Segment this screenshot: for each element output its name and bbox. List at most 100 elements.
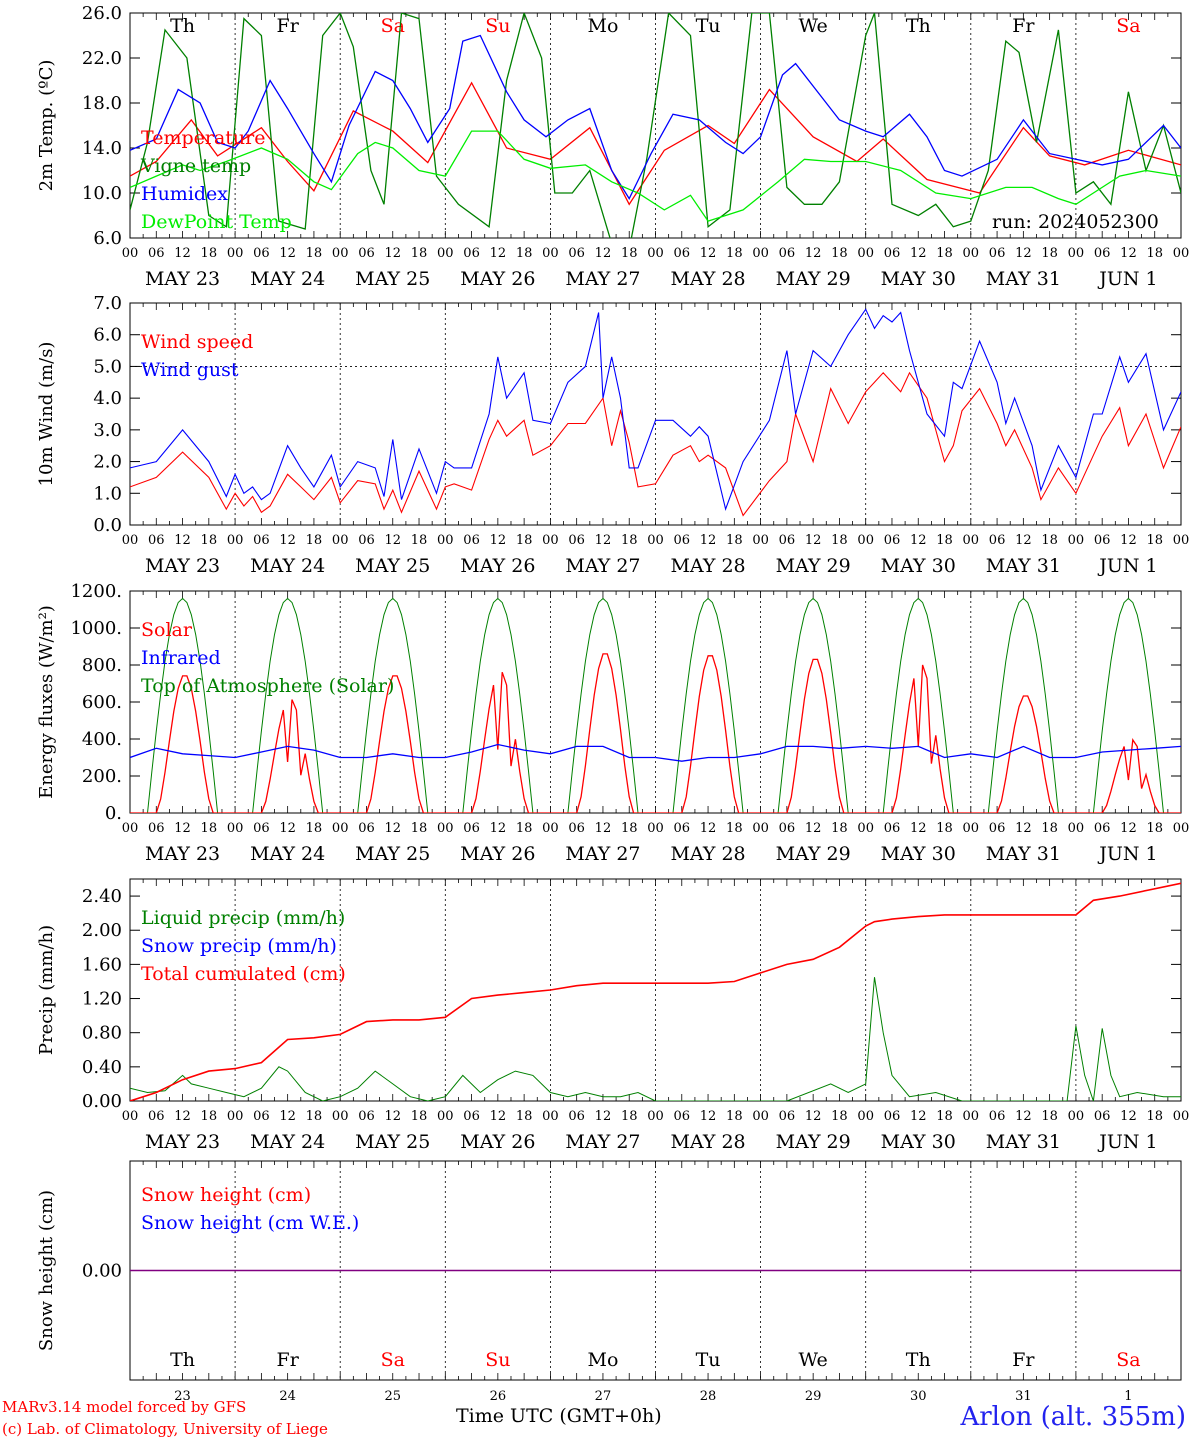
hour-tick-label: 06 [253, 821, 270, 836]
date-label: MAY 29 [776, 1131, 851, 1153]
y-axis-label: 10m Wind (m/s) [36, 342, 57, 487]
hour-tick-label: 18 [1041, 1109, 1058, 1124]
legend-entry: DewPoint Temp [141, 211, 292, 233]
legend-entry: Snow height (cm) [141, 1184, 311, 1206]
date-label: MAY 30 [881, 268, 956, 290]
day-number-label: 23 [174, 1389, 191, 1404]
weekday-label: Th [170, 1349, 195, 1371]
hour-tick-label: 12 [595, 821, 612, 836]
y-tick-label: 1.20 [82, 989, 122, 1010]
hour-tick-label: 18 [936, 821, 953, 836]
y-tick-label: 2.00 [82, 920, 122, 941]
y-tick-label: 4.0 [93, 388, 122, 409]
hour-tick-label: 12 [910, 246, 927, 261]
hour-tick-label: 12 [490, 246, 507, 261]
legend-entry: Vigne temp [140, 155, 251, 177]
hour-tick-label: 00 [1068, 821, 1085, 836]
date-label: MAY 31 [986, 843, 1061, 865]
panel-2: 10m Wind (m/s) 0.0 1.0 2.0 3.0 4.0 5.0 6.0 7.0 00… [36, 293, 1189, 577]
weekday-label: Th [906, 15, 931, 37]
date-label: MAY 27 [565, 555, 640, 577]
date-label: MAY 30 [881, 843, 956, 865]
hour-tick-label: 18 [726, 246, 743, 261]
hour-tick-label: 00 [1068, 246, 1085, 261]
hour-tick-label: 12 [279, 1109, 296, 1124]
series-line-total-cumulated [130, 882, 1181, 1101]
date-label: MAY 25 [355, 843, 430, 865]
y-tick-label: 200. [82, 766, 122, 787]
date-label: JUN 1 [1097, 555, 1157, 577]
hour-tick-label: 00 [647, 1109, 664, 1124]
panel-1: 2m Temp. (ºC) 6.0 10.0 14.0 18.0 22.0 26.0 00 06… [36, 3, 1189, 290]
hour-tick-label: 12 [1015, 533, 1032, 548]
hour-tick-label: 12 [384, 533, 401, 548]
legend-entry: Top of Atmosphere (Solar) [141, 675, 394, 697]
hour-tick-label: 18 [1041, 821, 1058, 836]
hour-tick-label: 18 [306, 533, 323, 548]
hour-tick-label: 00 [963, 246, 980, 261]
run-label: run: 2024052300 [992, 211, 1159, 233]
series-line-infrared [130, 743, 1181, 762]
station-name: Arlon (alt. 355m) [960, 1402, 1186, 1432]
date-label: MAY 27 [565, 843, 640, 865]
weekday-label: Th [906, 1349, 931, 1371]
hour-tick-label: 00 [857, 1109, 874, 1124]
day-number-label: 27 [595, 1389, 612, 1404]
hour-tick-label: 00 [227, 1109, 244, 1124]
hour-tick-label: 12 [700, 246, 717, 261]
hour-tick-label: 12 [1120, 533, 1137, 548]
hour-tick-label: 00 [332, 246, 349, 261]
day-number-label: 28 [700, 1389, 717, 1404]
hour-tick-label: 18 [411, 821, 428, 836]
hour-tick-label: 06 [463, 533, 480, 548]
y-tick-label: 800. [82, 655, 122, 676]
weekday-label: Fr [277, 15, 300, 37]
hour-tick-label: 18 [516, 533, 533, 548]
weekday-label: Su [485, 15, 510, 37]
date-label: MAY 27 [565, 268, 640, 290]
day-number-label: 26 [490, 1389, 507, 1404]
hour-tick-label: 12 [1120, 821, 1137, 836]
hour-tick-label: 12 [1015, 821, 1032, 836]
hour-tick-label: 12 [700, 821, 717, 836]
weekday-label: Sa [1116, 15, 1140, 37]
y-tick-label: 26.0 [82, 3, 122, 24]
hour-tick-label: 06 [674, 1109, 691, 1124]
hour-tick-label: 06 [253, 1109, 270, 1124]
y-tick-label: 22.0 [82, 48, 122, 69]
hour-tick-label: 18 [1146, 533, 1163, 548]
hour-tick-label: 06 [568, 246, 585, 261]
y-tick-label: 0.0 [93, 515, 122, 536]
hour-tick-label: 00 [437, 533, 454, 548]
hour-tick-label: 06 [568, 1109, 585, 1124]
day-number-label: 30 [910, 1389, 927, 1404]
y-axis-label: Energy fluxes (W/m²) [36, 605, 57, 799]
hour-tick-label: 00 [437, 821, 454, 836]
hour-tick-label: 00 [647, 246, 664, 261]
hour-tick-label: 06 [779, 533, 796, 548]
date-label: MAY 28 [670, 555, 745, 577]
y-axis-label: 2m Temp. (ºC) [36, 60, 57, 192]
legend-entry: Solar [141, 619, 193, 641]
time-axis-label: Time UTC (GMT+0h) [456, 1405, 662, 1427]
day-number-label: 29 [805, 1389, 822, 1404]
hour-tick-label: 06 [358, 533, 375, 548]
hour-tick-label: 18 [1146, 1109, 1163, 1124]
date-label: MAY 29 [776, 843, 851, 865]
hour-tick-label: 18 [726, 821, 743, 836]
hour-tick-label: 18 [1146, 246, 1163, 261]
date-label: MAY 23 [145, 555, 220, 577]
hour-tick-label: 12 [910, 1109, 927, 1124]
hour-tick-label: 06 [358, 246, 375, 261]
weekday-label: Mo [587, 1349, 618, 1371]
weekday-label: Tu [696, 15, 721, 37]
hour-tick-label: 00 [857, 246, 874, 261]
hour-tick-label: 12 [1015, 246, 1032, 261]
day-number-label: 24 [279, 1389, 296, 1404]
hour-tick-label: 18 [831, 246, 848, 261]
y-tick-label: 1.60 [82, 954, 122, 975]
hour-tick-label: 06 [358, 821, 375, 836]
hour-tick-label: 18 [201, 246, 218, 261]
date-label: JUN 1 [1097, 1131, 1157, 1153]
hour-tick-label: 12 [595, 246, 612, 261]
